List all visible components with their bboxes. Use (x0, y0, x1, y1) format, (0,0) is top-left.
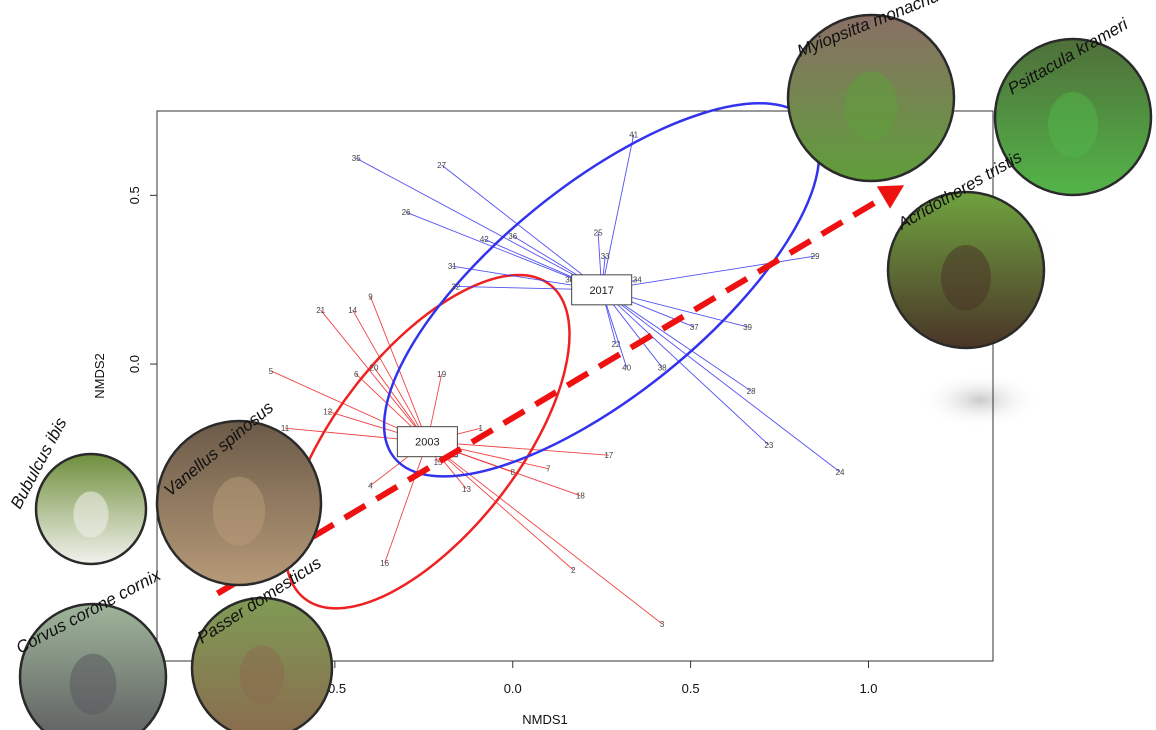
site-label: 17 (604, 451, 613, 460)
site-label: 24 (836, 468, 845, 477)
centroid-label: 2003 (415, 437, 439, 449)
y-tick-label: 0.5 (127, 186, 142, 204)
y-axis-title: NMDS2 (92, 353, 107, 399)
spider-line-2017 (601, 289, 841, 473)
site-label: 34 (633, 276, 642, 285)
site-label: 5 (269, 367, 274, 376)
site-label: 7 (546, 465, 551, 474)
site-label: 8 (511, 468, 516, 477)
bird-silhouette (212, 476, 266, 546)
bird-silhouette (239, 645, 285, 705)
trend-arrow-shaft (215, 194, 885, 597)
site-label: 42 (480, 235, 489, 244)
site-label: 38 (658, 363, 667, 372)
site-label: 18 (576, 492, 585, 501)
bird-silhouette (941, 245, 991, 311)
site-label: 4 (368, 482, 373, 491)
site-label: 28 (747, 387, 756, 396)
centroid-label: 2017 (589, 285, 613, 297)
site-label: 21 (316, 306, 325, 315)
centroid-box-2003 (396, 426, 458, 458)
site-label: 23 (764, 441, 773, 450)
site-label: 39 (743, 323, 752, 332)
site-label: 1 (479, 424, 484, 433)
site-label: 15 (434, 458, 443, 467)
site-label: 25 (594, 228, 603, 237)
x-axis-title: NMDS1 (522, 712, 568, 727)
site-label: 6 (354, 370, 359, 379)
site-label: 9 (368, 293, 373, 302)
site-label: 26 (402, 208, 411, 217)
site-label: 13 (462, 485, 471, 494)
site-label: 32 (451, 282, 460, 291)
site-label: 19 (437, 370, 446, 379)
plot-frame (156, 110, 994, 662)
spider-line-2003 (320, 309, 428, 442)
spider-line-2017 (601, 289, 752, 392)
bird-silhouette (69, 653, 117, 715)
site-label: 29 (811, 252, 820, 261)
bird-silhouette (1048, 92, 1098, 158)
site-label: 16 (380, 559, 389, 568)
site-label: 3 (660, 620, 665, 629)
site-label: 14 (348, 306, 357, 315)
centroid-box-2017 (571, 274, 633, 306)
spider-line-2017 (356, 157, 602, 291)
site-label: 30 (565, 276, 574, 285)
site-label: 40 (622, 363, 631, 372)
x-tick-label: 0.5 (682, 681, 700, 696)
spider-line-2017 (601, 289, 770, 446)
bird-silhouette (73, 491, 109, 538)
spider-line-2003 (427, 441, 663, 625)
trend-arrow-head (876, 185, 905, 209)
site-label: 41 (629, 131, 638, 140)
spider-line-2017 (405, 211, 602, 291)
x-tick-label: 0.0 (504, 681, 522, 696)
x-tick-label: 1.0 (859, 681, 877, 696)
spider-line-2003 (427, 441, 574, 571)
y-tick-label: 0.0 (127, 355, 142, 373)
spider-line-2017 (601, 255, 816, 291)
site-label: 36 (508, 232, 517, 241)
bird-silhouette (844, 71, 898, 142)
site-label: 33 (601, 252, 610, 261)
spider-line-2003 (384, 441, 428, 564)
site-label: 11 (281, 424, 290, 433)
site-label: 31 (448, 262, 457, 271)
site-label: 2 (571, 566, 576, 575)
spider-line-2003 (352, 309, 428, 442)
site-label: 12 (323, 407, 332, 416)
spider-line-2017 (441, 164, 602, 291)
site-label: 20 (370, 363, 379, 372)
site-label: 35 (352, 154, 361, 163)
site-label: 37 (690, 323, 699, 332)
trend-arrow (215, 185, 905, 597)
photo-shadow (920, 372, 1040, 428)
spider-line-2017 (601, 134, 635, 290)
site-label: 22 (611, 340, 620, 349)
site-label: 27 (437, 161, 446, 170)
